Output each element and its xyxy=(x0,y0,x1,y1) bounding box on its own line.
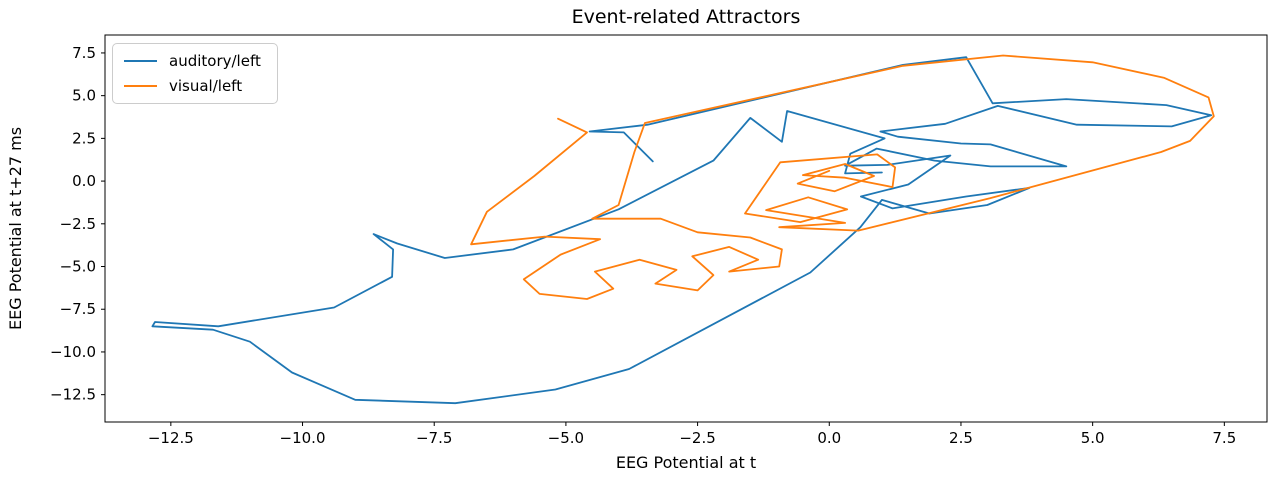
legend-label: visual/left xyxy=(169,76,243,95)
x-tick-label: −10.0 xyxy=(280,429,326,447)
legend-label: auditory/left xyxy=(169,52,261,70)
y-tick-label: 7.5 xyxy=(72,44,96,62)
x-tick-label: −12.5 xyxy=(148,429,194,447)
x-tick-label: −5.0 xyxy=(548,429,584,447)
x-tick-label: −7.5 xyxy=(416,429,452,447)
x-tick-label: 2.5 xyxy=(949,429,973,447)
y-tick-label: −12.5 xyxy=(50,386,96,404)
x-axis-label: EEG Potential at t xyxy=(615,453,757,472)
legend-line-swatch xyxy=(124,84,157,87)
x-tick-label: 7.5 xyxy=(1212,429,1236,447)
series-line-visual-left xyxy=(470,54,1215,300)
y-tick-label: −5.0 xyxy=(60,258,96,276)
y-tick-label: −7.5 xyxy=(60,300,96,318)
legend: auditory/left visual/left xyxy=(112,43,278,104)
legend-item: auditory/left xyxy=(124,53,261,70)
y-tick-label: −10.0 xyxy=(50,343,96,361)
axes-spines xyxy=(104,34,1268,423)
x-tick-label: −2.5 xyxy=(679,429,715,447)
series-line-auditory-left xyxy=(151,56,1213,405)
y-tick-label: 0.0 xyxy=(72,172,96,190)
x-tick-label: 0.0 xyxy=(817,429,841,447)
legend-line-swatch xyxy=(124,60,157,63)
y-tick-label: 2.5 xyxy=(72,129,96,147)
y-tick-label: 5.0 xyxy=(72,87,96,105)
chart-title: Event-related Attractors xyxy=(571,6,801,28)
x-tick-label: 5.0 xyxy=(1081,429,1105,447)
y-tick-label: −2.5 xyxy=(60,215,96,233)
legend-item: visual/left xyxy=(124,76,261,95)
